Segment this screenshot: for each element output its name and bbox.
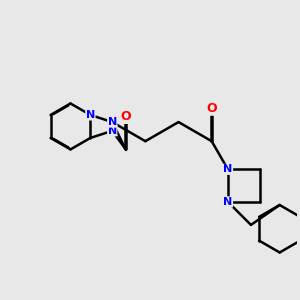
Text: O: O xyxy=(120,110,131,123)
Text: N: N xyxy=(223,197,232,207)
Text: N: N xyxy=(86,110,95,120)
Text: N: N xyxy=(223,164,232,174)
Text: N: N xyxy=(108,126,117,136)
Text: N: N xyxy=(108,117,117,127)
Text: O: O xyxy=(206,102,217,115)
